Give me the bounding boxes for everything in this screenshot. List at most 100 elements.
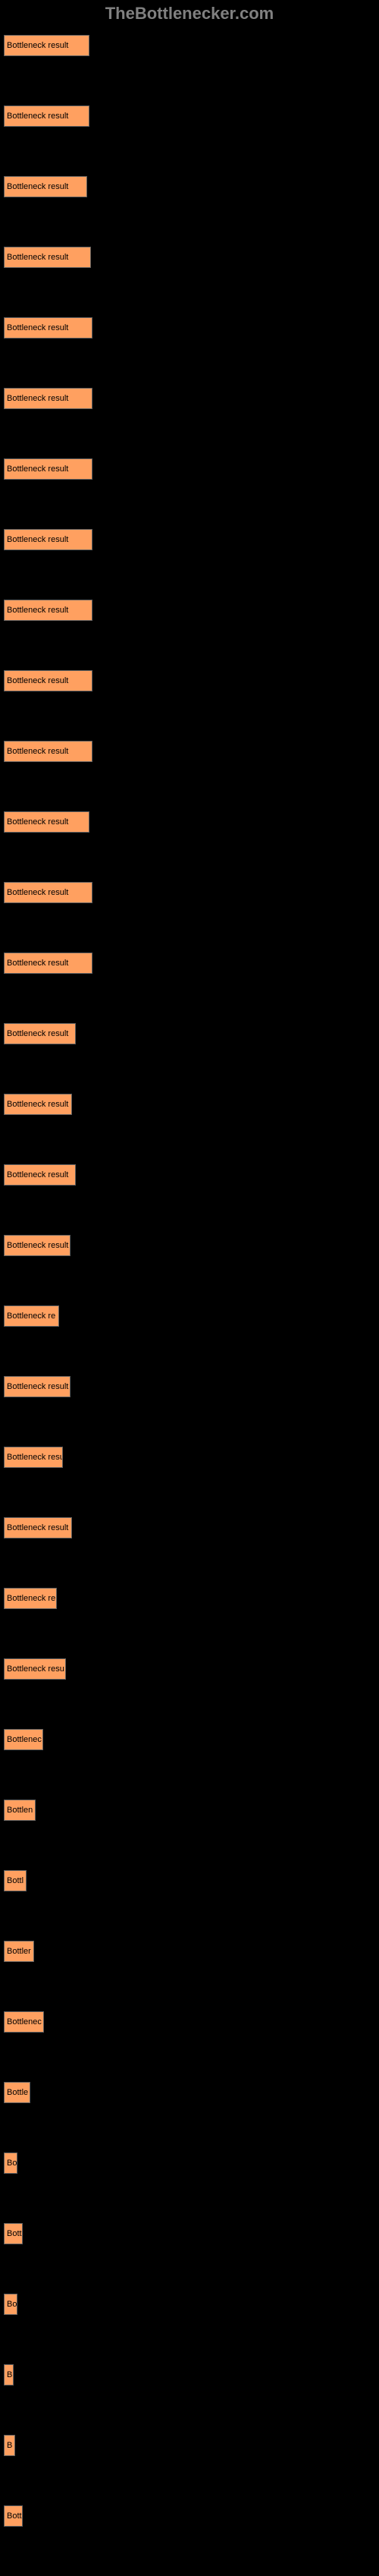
chart-bar: Bottl [4,1870,27,1891]
bar-row: Bottleneck resu [4,1658,375,1680]
bar-label: Bottleneck re [7,1594,55,1603]
chart-bar: Bottleneck result [4,1094,72,1115]
chart-bar: Bottleneck result [4,35,89,56]
bar-label: Bo [7,2159,17,2168]
chart-bar: Bottleneck result [4,1023,76,1044]
bar-label: Bott [7,2229,22,2238]
chart-bar: Bottleneck resu [4,1658,66,1680]
bar-row: Bottlen [4,1800,375,1821]
bar-label: Bottleneck result [7,676,68,685]
chart-bar: Bottleneck result [4,882,92,903]
bar-row: Bottleneck result [4,811,375,833]
chart-bar: Bottleneck result [4,1235,70,1256]
bar-label: Bottle [7,2088,28,2097]
bar-row: Bottleneck resu [4,1447,375,1468]
bar-row: Bottleneck result [4,388,375,409]
bar-row: Bottleneck result [4,35,375,56]
bar-row: Bottleneck result [4,741,375,762]
chart-bar: Bottlenec [4,2011,44,2033]
chart-bar: Bottleneck result [4,1376,70,1397]
bar-label: Bottlenec [7,2017,42,2026]
bar-row: Bottlenec [4,1729,375,1750]
bar-row: Bottleneck result [4,882,375,903]
bar-label: Bottleneck resu [7,1453,63,1462]
chart-bar: Bottleneck result [4,247,91,268]
bar-label: Bottleneck result [7,606,68,615]
chart-bar: Bottleneck result [4,105,89,127]
bar-row: Bottleneck result [4,1094,375,1115]
bar-row: Bottleneck result [4,317,375,339]
chart-bar: Bott [4,2223,23,2244]
bar-label: Bottleneck result [7,817,68,827]
bar-row: Bott [4,2505,375,2527]
bar-label: Bottl [7,1876,23,1885]
bar-label: Bottleneck result [7,747,68,756]
bar-label: Bottleneck result [7,323,68,332]
bar-label: Bottleneck result [7,535,68,544]
bar-row: Bottler [4,1941,375,1962]
bar-row: Bottleneck result [4,176,375,197]
chart-bar: Bottleneck result [4,529,92,550]
chart-bar: Bottleneck result [4,811,89,833]
bar-row: Bottle [4,2082,375,2103]
chart-container: Bottleneck result Bottleneck result Bottle… [0,35,379,2527]
bar-label: B [7,2441,12,2450]
bar-row: Bottl [4,1870,375,1891]
chart-bar: Bottlenec [4,1729,43,1750]
chart-bar: Bottlen [4,1800,36,1821]
chart-bar: Bottleneck result [4,1517,72,1538]
bar-row: Bottleneck result [4,600,375,621]
bar-row: Bottleneck result [4,1164,375,1186]
chart-bar: B [4,2364,14,2385]
bar-label: Bottleneck re [7,1312,55,1321]
bar-row: Bottleneck result [4,529,375,550]
chart-bar: Bottleneck result [4,953,92,974]
bar-label: Bottleneck resu [7,1664,64,1674]
bar-row: Bottleneck result [4,1376,375,1397]
bar-row: Bottleneck result [4,670,375,691]
bar-label: Bottleneck result [7,888,68,897]
bar-row: B [4,2435,375,2456]
bar-row: Bo [4,2152,375,2174]
chart-bar: Bottleneck result [4,741,92,762]
bar-row: Bott [4,2223,375,2244]
chart-bar: Bottler [4,1941,34,1962]
bar-label: Bottleneck result [7,1382,68,1391]
bar-label: Bottleneck result [7,1100,68,1109]
bar-label: Bottleneck result [7,394,68,403]
bar-row: Bottlenec [4,2011,375,2033]
bar-label: Bott [7,2511,22,2521]
bar-label: Bottleneck result [7,112,68,121]
bar-label: Bottleneck result [7,182,68,191]
bar-label: Bottler [7,1947,31,1956]
chart-bar: Bottleneck re [4,1588,57,1609]
bar-label: Bottleneck result [7,959,68,968]
chart-bar: Bottle [4,2082,30,2103]
bar-label: Bottleneck result [7,464,68,474]
bar-label: Bottlenec [7,1735,42,1744]
bar-label: Bottleneck result [7,1170,68,1179]
chart-bar: Bottleneck result [4,317,92,339]
bar-row: Bottleneck result [4,247,375,268]
chart-bar: Bottleneck result [4,600,92,621]
chart-bar: Bo [4,2152,17,2174]
bar-row: Bottleneck result [4,1023,375,1044]
bar-label: Bottleneck result [7,41,68,50]
bar-row: Bottleneck result [4,458,375,480]
chart-bar: Bottleneck result [4,670,92,691]
bar-row: Bottleneck re [4,1588,375,1609]
chart-bar: Bottleneck resu [4,1447,63,1468]
chart-bar: Bott [4,2505,23,2527]
chart-bar: Bottleneck result [4,388,92,409]
bar-label: Bottleneck result [7,1241,68,1250]
bar-row: B [4,2364,375,2385]
bar-label: Bottleneck result [7,1029,68,1038]
bar-row: Bottleneck result [4,1235,375,1256]
bar-label: Bottleneck result [7,253,68,262]
bar-label: Bottleneck result [7,1523,68,1532]
bar-row: Bottleneck result [4,1517,375,1538]
chart-bar: Bo [4,2294,17,2315]
chart-bar: Bottleneck re [4,1305,59,1327]
site-title: TheBottlenecker.com [105,4,274,23]
chart-bar: Bottleneck result [4,176,87,197]
